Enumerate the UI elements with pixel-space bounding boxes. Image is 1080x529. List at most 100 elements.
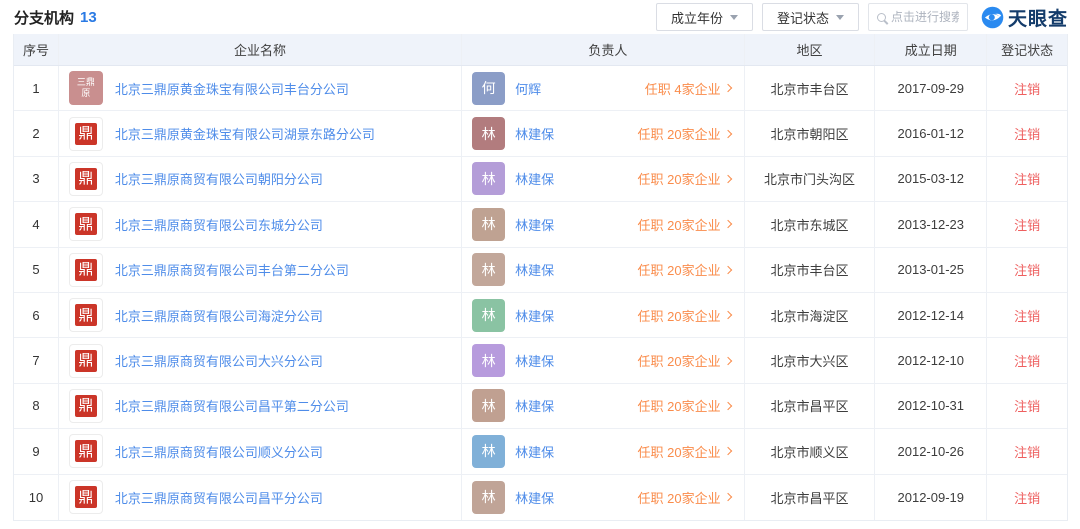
person-name-link[interactable]: 林建保 — [515, 308, 555, 324]
person-name-link[interactable]: 林建保 — [515, 263, 555, 279]
person-cell: 林 林建保 任职 20家企业 — [462, 429, 745, 474]
founding-year-filter-dropdown[interactable]: 成立年份 — [655, 3, 753, 31]
person-cell: 林 林建保 任职 20家企业 — [462, 474, 745, 520]
table-header-row: 序号 企业名称 负责人 地区 成立日期 登记状态 — [14, 34, 1067, 66]
person-name-link[interactable]: 林建保 — [515, 399, 555, 415]
person-name-link[interactable]: 林建保 — [515, 490, 555, 506]
status-badge: 注销 — [1014, 490, 1041, 506]
table-row: 10 鼎 北京三鼎原商贸有限公司昌平分公司 林 林建保 任职 20家企业 北京市… — [14, 474, 1067, 520]
registration-status-filter-dropdown[interactable]: 登记状态 — [761, 3, 859, 31]
column-header-5: 登记状态 — [1001, 43, 1054, 58]
company-name-link[interactable]: 北京三鼎原黄金珠宝有限公司湖景东路分公司 — [114, 127, 375, 143]
person-name-link[interactable]: 林建保 — [515, 217, 555, 233]
positions-label: 任职 4家企业 — [644, 81, 721, 97]
company-logo: 鼎 — [68, 343, 103, 378]
search-box[interactable] — [867, 3, 968, 31]
person-cell: 林 林建保 任职 20家企业 — [462, 338, 745, 383]
top-bar: 分支机构 13 成立年份 登记状态 天 — [0, 0, 1080, 34]
person-avatar: 林 — [472, 298, 506, 332]
person-avatar: 何 — [472, 71, 506, 105]
company-name-link[interactable]: 北京三鼎原商贸有限公司丰台第二分公司 — [114, 263, 349, 279]
serial-cell: 5 — [14, 247, 59, 292]
region-cell: 北京市丰台区 — [745, 66, 876, 111]
company-name-link[interactable]: 北京三鼎原黄金珠宝有限公司丰台分公司 — [114, 81, 349, 97]
positions-count-link[interactable]: 任职 20家企业 — [638, 442, 744, 461]
company-logo: 鼎 — [68, 388, 103, 423]
company-name-link[interactable]: 北京三鼎原商贸有限公司东城分公司 — [114, 217, 323, 233]
company-seal-icon: 鼎 — [74, 122, 97, 145]
company-name-link[interactable]: 北京三鼎原商贸有限公司朝阳分公司 — [114, 172, 323, 188]
chevron-right-icon — [723, 129, 732, 138]
person-cell: 林 林建保 任职 20家企业 — [462, 111, 745, 156]
region-cell: 北京市东城区 — [745, 202, 876, 247]
founding-date-value: 2012-10-26 — [897, 443, 965, 459]
serial-number: 10 — [28, 489, 44, 505]
company-name-link[interactable]: 北京三鼎原商贸有限公司海淀分公司 — [114, 308, 323, 324]
chevron-right-icon — [723, 356, 732, 365]
company-cell: 鼎 北京三鼎原商贸有限公司海淀分公司 — [59, 292, 463, 338]
chevron-down-icon — [729, 14, 738, 20]
person-name-link[interactable]: 林建保 — [515, 354, 555, 370]
person-cell: 何 何辉 任职 4家企业 — [462, 66, 745, 111]
serial-cell: 7 — [14, 338, 59, 383]
person-name-link[interactable]: 林建保 — [515, 172, 555, 188]
company-logo: 鼎 — [68, 116, 103, 151]
serial-number: 9 — [32, 443, 40, 459]
region-value: 北京市东城区 — [770, 217, 849, 233]
positions-count-link[interactable]: 任职 20家企业 — [638, 306, 744, 325]
company-logo: 鼎 — [68, 480, 103, 515]
page-title: 分支机构 — [14, 9, 75, 27]
status-cell: 注销 — [987, 338, 1067, 382]
company-seal-icon: 鼎 — [74, 304, 97, 327]
positions-count-link[interactable]: 任职 20家企业 — [638, 124, 744, 143]
person-name-link[interactable]: 林建保 — [515, 444, 555, 460]
founding-date-cell: 2013-01-25 — [875, 247, 988, 292]
status-badge: 注销 — [1014, 354, 1041, 370]
toolbar: 成立年份 登记状态 天眼查 — [655, 3, 1068, 31]
region-value: 北京市昌平区 — [770, 399, 849, 415]
person-avatar: 林 — [472, 434, 506, 468]
region-value: 北京市丰台区 — [770, 81, 849, 97]
region-value: 北京市昌平区 — [770, 490, 849, 506]
serial-cell: 2 — [14, 111, 59, 156]
region-cell: 北京市丰台区 — [745, 247, 876, 292]
company-logo: 鼎 — [68, 207, 103, 242]
column-header-1: 企业名称 — [59, 34, 463, 65]
status-badge: 注销 — [1014, 263, 1041, 279]
positions-count-link[interactable]: 任职 20家企业 — [638, 260, 744, 279]
table-row: 9 鼎 北京三鼎原商贸有限公司顺义分公司 林 林建保 任职 20家企业 北京市顺… — [14, 429, 1067, 475]
column-header-2: 负责人 — [462, 34, 745, 65]
status-badge: 注销 — [1014, 127, 1041, 143]
company-name-link[interactable]: 北京三鼎原商贸有限公司昌平分公司 — [114, 490, 323, 506]
positions-count-link[interactable]: 任职 20家企业 — [638, 488, 744, 507]
search-input[interactable] — [890, 10, 959, 24]
status-badge: 注销 — [1014, 217, 1041, 233]
table-row: 8 鼎 北京三鼎原商贸有限公司昌平第二分公司 林 林建保 任职 20家企业 北京… — [14, 383, 1067, 430]
chevron-right-icon — [723, 174, 732, 184]
person-avatar: 林 — [472, 162, 506, 196]
company-logo: 三鼎原 — [68, 71, 103, 106]
chevron-right-icon — [723, 310, 732, 320]
positions-count-link[interactable]: 任职 20家企业 — [638, 169, 744, 188]
positions-count-link[interactable]: 任职 4家企业 — [645, 79, 744, 98]
positions-count-link[interactable]: 任职 20家企业 — [638, 351, 744, 370]
positions-count-link[interactable]: 任职 20家企业 — [638, 396, 744, 415]
serial-cell: 10 — [14, 474, 59, 520]
table-row: 3 鼎 北京三鼎原商贸有限公司朝阳分公司 林 林建保 任职 20家企业 北京市门… — [14, 156, 1067, 203]
person-name-link[interactable]: 何辉 — [515, 81, 542, 97]
person-avatar: 林 — [472, 480, 506, 514]
serial-number: 5 — [32, 262, 40, 278]
company-name-link[interactable]: 北京三鼎原商贸有限公司顺义分公司 — [114, 444, 323, 460]
person-avatar: 林 — [472, 207, 506, 241]
company-name-link[interactable]: 北京三鼎原商贸有限公司大兴分公司 — [114, 354, 323, 370]
positions-label: 任职 20家企业 — [637, 263, 721, 279]
person-cell: 林 林建保 任职 20家企业 — [462, 383, 745, 429]
person-name-link[interactable]: 林建保 — [515, 127, 555, 143]
status-cell: 注销 — [987, 248, 1067, 292]
positions-label: 任职 20家企业 — [637, 490, 721, 506]
company-cell: 鼎 北京三鼎原黄金珠宝有限公司湖景东路分公司 — [59, 111, 463, 156]
company-name-link[interactable]: 北京三鼎原商贸有限公司昌平第二分公司 — [114, 399, 349, 415]
person-cell: 林 林建保 任职 20家企业 — [462, 202, 745, 247]
brand-logo[interactable]: 天眼查 — [981, 4, 1068, 31]
positions-count-link[interactable]: 任职 20家企业 — [638, 215, 744, 234]
